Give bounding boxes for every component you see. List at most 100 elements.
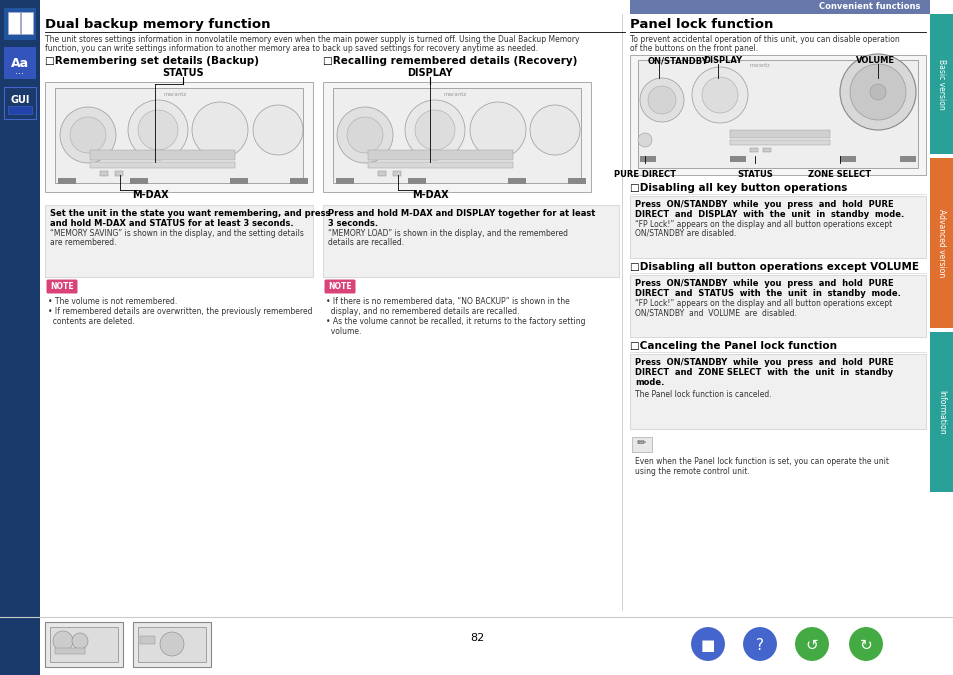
Text: details are recalled.: details are recalled. [328,238,404,247]
Text: DIRECT  and  STATUS  with  the  unit  in  standby  mode.: DIRECT and STATUS with the unit in stand… [635,289,900,298]
Text: □Remembering set details (Backup): □Remembering set details (Backup) [45,56,258,66]
Text: Even when the Panel lock function is set, you can operate the unit: Even when the Panel lock function is set… [635,457,888,466]
Text: ✏: ✏ [637,438,646,448]
Circle shape [70,117,106,153]
Bar [333,88,580,183]
Bar [631,437,651,452]
Bar [58,178,76,184]
Bar [368,162,513,168]
Circle shape [647,86,676,114]
Text: marantz: marantz [163,92,187,97]
Circle shape [347,117,382,153]
Bar [4,47,36,79]
Bar [929,158,953,328]
Text: are remembered.: are remembered. [50,238,116,247]
Bar [132,622,211,667]
Circle shape [415,110,455,150]
Text: The unit stores settings information in nonvolatile memory even when the main po: The unit stores settings information in … [45,35,578,44]
Circle shape [691,67,747,123]
Bar [762,148,770,152]
Text: □Canceling the Panel lock function: □Canceling the Panel lock function [629,341,836,351]
Circle shape [840,54,915,130]
Bar [629,55,925,175]
Circle shape [138,110,178,150]
Text: • If there is no remembered data, “NO BACKUP” is shown in the: • If there is no remembered data, “NO BA… [326,297,569,306]
Text: “FP Lock!” appears on the display and all button operations except: “FP Lock!” appears on the display and al… [635,299,891,308]
Circle shape [793,626,829,662]
Text: of the buttons on the front panel.: of the buttons on the front panel. [629,44,758,53]
Text: Press and hold M-DAX and DISPLAY together for at least: Press and hold M-DAX and DISPLAY togethe… [328,209,595,218]
Bar [4,8,36,40]
Bar [55,88,303,183]
Bar [138,627,206,662]
Text: PURE DIRECT: PURE DIRECT [614,170,676,179]
Bar [115,171,123,176]
Bar [55,648,85,654]
Text: NOTE: NOTE [328,282,352,291]
Text: □Disabling all key button operations: □Disabling all key button operations [629,183,846,193]
Bar [638,60,917,168]
Bar [8,12,20,34]
Text: Press  ON/STANDBY  while  you  press  and  hold  PURE: Press ON/STANDBY while you press and hol… [635,279,893,288]
Text: DISPLAY: DISPLAY [407,68,453,78]
Text: M-DAX: M-DAX [132,190,168,200]
Bar [629,275,925,337]
Text: M-DAX: M-DAX [412,190,448,200]
Text: STATUS: STATUS [737,170,772,179]
Bar [639,156,656,162]
Text: “MEMORY SAVING” is shown in the display, and the setting details: “MEMORY SAVING” is shown in the display,… [50,229,304,238]
Bar [729,156,745,162]
Text: ···: ··· [15,69,25,79]
Text: ON/STANDBY are disabled.: ON/STANDBY are disabled. [635,229,736,238]
Circle shape [336,107,393,163]
Bar [45,622,123,667]
Bar [130,178,148,184]
Bar [929,332,953,492]
Text: Dual backup memory function: Dual backup memory function [45,18,271,31]
Circle shape [53,631,73,651]
Text: • As the volume cannot be recalled, it returns to the factory setting: • As the volume cannot be recalled, it r… [326,317,585,326]
Circle shape [470,102,525,158]
Text: marantz: marantz [443,92,466,97]
Bar [393,171,400,176]
Bar [749,148,758,152]
Bar [90,162,234,168]
Bar [377,171,386,176]
Text: Basic version: Basic version [937,59,945,109]
Text: VOLUME: VOLUME [855,56,894,65]
Bar [4,87,36,119]
Text: NOTE: NOTE [51,282,73,291]
Text: Information: Information [937,389,945,434]
Circle shape [638,133,651,147]
Text: function, you can write settings information to another memory area to back up s: function, you can write settings informa… [45,44,537,53]
Text: “FP Lock!” appears on the display and all button operations except: “FP Lock!” appears on the display and al… [635,220,891,229]
Bar [929,14,953,154]
Bar [21,12,33,34]
Text: and hold M-DAX and STATUS for at least 3 seconds.: and hold M-DAX and STATUS for at least 3… [50,219,294,228]
Text: DISPLAY: DISPLAY [702,56,741,65]
Text: 3 seconds.: 3 seconds. [328,219,377,228]
FancyBboxPatch shape [47,279,77,294]
Text: “MEMORY LOAD” is shown in the display, and the remembered: “MEMORY LOAD” is shown in the display, a… [328,229,567,238]
Text: Advanced version: Advanced version [937,209,945,277]
Text: DIRECT  and  DISPLAY  with  the  unit  in  standby  mode.: DIRECT and DISPLAY with the unit in stan… [635,210,903,219]
Bar [629,196,925,258]
Text: volume.: volume. [326,327,361,336]
Bar [230,178,248,184]
Bar [323,205,618,277]
Text: Set the unit in the state you want remembering, and press: Set the unit in the state you want remem… [50,209,330,218]
Bar [0,0,40,675]
Circle shape [689,626,725,662]
Circle shape [253,105,303,155]
Text: ■: ■ [700,638,715,653]
Circle shape [741,626,778,662]
Text: Press  ON/STANDBY  while  you  press  and  hold  PURE: Press ON/STANDBY while you press and hol… [635,358,893,367]
Text: using the remote control unit.: using the remote control unit. [635,467,749,476]
Text: ON/STANDBY: ON/STANDBY [647,56,708,65]
Text: ↺: ↺ [804,638,818,653]
Text: To prevent accidental operation of this unit, you can disable operation: To prevent accidental operation of this … [629,35,899,44]
Circle shape [639,78,683,122]
Circle shape [530,105,579,155]
Text: ?: ? [755,638,763,653]
Bar [50,627,118,662]
